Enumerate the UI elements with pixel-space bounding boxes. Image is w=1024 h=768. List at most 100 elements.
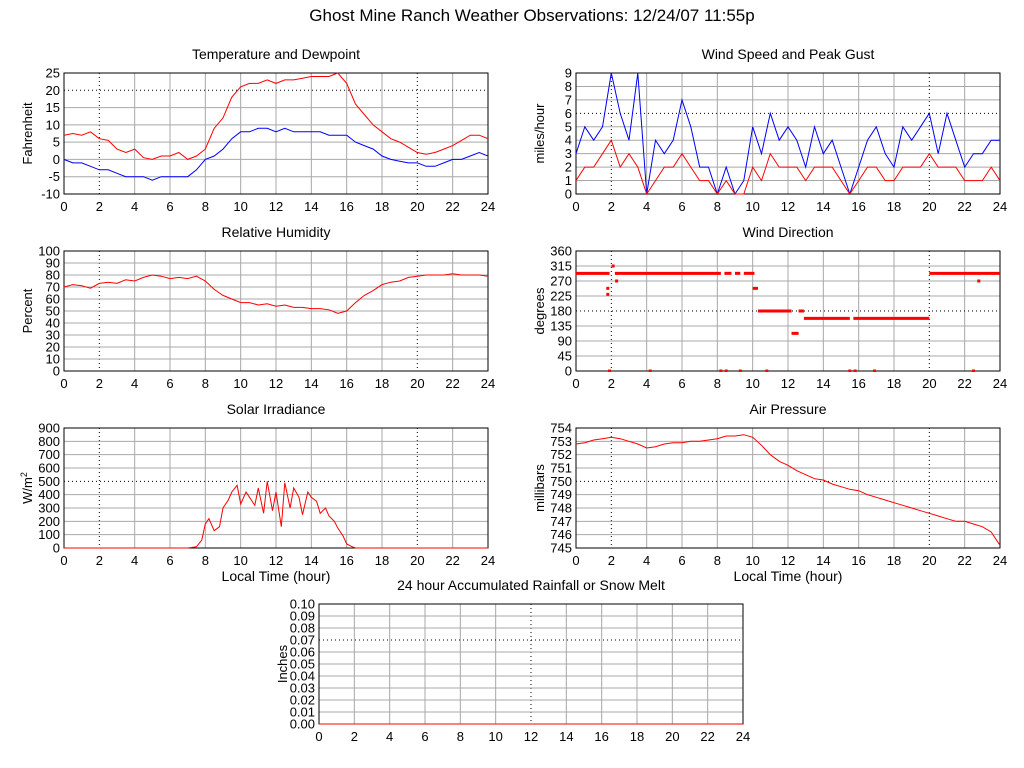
wdir-ytick-label: 0 [565,364,572,379]
wdir-xtick-label: 14 [816,376,830,391]
solar-ytick-label: 600 [38,461,60,476]
rain-xtick-label: 10 [488,729,502,744]
wind-direction-point [848,369,852,372]
wind-ytick-label: 8 [565,79,572,94]
wind-direction-point [972,369,975,372]
temp-xtick-label: 6 [166,199,173,214]
wdir-ytick-label: 135 [550,319,572,334]
wind-direction-point [606,292,610,296]
press-ytick-label: 750 [550,474,572,489]
rh-ytick-label: 30 [46,328,60,343]
rh-xtick-label: 14 [304,376,318,391]
rain-ylabel: Inches [275,644,290,683]
wdir-ytick-label: 270 [550,274,572,289]
temp-ytick-label: 5 [53,135,60,150]
rain-ytick-label: 0.06 [290,645,315,660]
temp-xtick-label: 8 [202,199,209,214]
press-xlabel: Local Time (hour) [734,568,843,584]
press-xtick-label: 24 [993,553,1007,568]
rain-xtick-label: 22 [700,729,714,744]
solar-series-0 [64,481,488,549]
temp-xtick-label: 10 [233,199,247,214]
solar-line-solar-irradiance [64,481,488,549]
wind-direction-point [873,369,877,372]
rain-ytick-label: 0.02 [290,693,315,708]
temp-title: Temperature and Dewpoint [192,46,360,62]
wind-xtick-label: 18 [887,199,901,214]
wind-direction-point [606,286,610,290]
press-ytick-label: 753 [550,434,572,449]
press-ytick-label: 748 [550,501,572,516]
rain-xtick-label: 24 [736,729,750,744]
rh-xtick-label: 22 [445,376,459,391]
wind-plot-frame [575,72,1001,195]
rh-ytick-label: 60 [46,292,60,307]
rh-ytick-label: 0 [53,364,60,379]
wdir-ytick-label: 225 [550,289,572,304]
rain-xtick-label: 6 [421,729,428,744]
rain-xtick-label: 0 [315,729,322,744]
rain-ytick-label: 0.00 [290,717,315,732]
rh-line-relative-humidity [64,273,488,314]
rh-title: Relative Humidity [222,224,331,240]
rh-ytick-label: 90 [46,256,60,271]
wind-ytick-label: 6 [565,106,572,121]
temp-ytick-label: -10 [41,187,60,202]
solar-xtick-label: 12 [269,553,283,568]
wind-direction-point [977,279,981,283]
wdir-xtick-label: 18 [887,376,901,391]
wdir-xtick-label: 0 [572,376,579,391]
wind-direction-point [765,369,769,372]
wind-direction-point [611,264,615,268]
press-ytick-label: 745 [550,541,572,556]
solar-xtick-label: 10 [233,553,247,568]
wdir-ytick-label: 180 [550,304,572,319]
temp-plot-frame [63,72,489,195]
wdir-xtick-label: 16 [851,376,865,391]
temp-xtick-label: 22 [445,199,459,214]
wdir-ytick-label: 90 [558,334,572,349]
solar-xtick-label: 2 [96,553,103,568]
rain-xtick-label: 20 [665,729,679,744]
solar-xtick-label: 0 [60,553,67,568]
wdir-ylabel: degrees [532,287,547,334]
wind-ytick-label: 1 [565,173,572,188]
rh-ytick-label: 10 [46,352,60,367]
wdir-xtick-label: 6 [678,376,685,391]
press-ylabel: millibars [532,464,547,512]
press-xtick-label: 18 [887,553,901,568]
temp-series-0 [64,72,488,160]
rain-ytick-label: 0.08 [290,621,315,636]
wind-title: Wind Speed and Peak Gust [702,46,875,62]
press-xtick-label: 22 [957,553,971,568]
wdir-xtick-label: 4 [643,376,650,391]
rh-xtick-label: 8 [202,376,209,391]
wind-xtick-label: 0 [572,199,579,214]
press-ytick-label: 754 [550,421,572,436]
wdir-ytick-label: 315 [550,259,572,274]
press-line-air-pressure [576,434,1000,546]
temp-series-1 [64,127,488,181]
rh-ytick-label: 70 [46,280,60,295]
temp-xtick-label: 24 [481,199,495,214]
press-ytick-label: 752 [550,447,572,462]
wind-xtick-label: 12 [781,199,795,214]
press-ytick-label: 747 [550,514,572,529]
press-plot-frame [575,427,1001,549]
rh-series-0 [64,273,488,314]
wind-direction-point [738,369,742,372]
press-ytick-label: 751 [550,461,572,476]
wind-xtick-label: 4 [643,199,650,214]
solar-ytick-label: 100 [38,527,60,542]
solar-xtick-label: 14 [304,553,318,568]
rain-ytick-label: 0.09 [290,609,315,624]
wind-direction-point [648,369,652,372]
solar-xtick-label: 16 [339,553,353,568]
rain-xtick-label: 14 [559,729,573,744]
rh-xtick-label: 2 [96,376,103,391]
rh-ytick-label: 80 [46,268,60,283]
wdir-xtick-label: 10 [745,376,759,391]
